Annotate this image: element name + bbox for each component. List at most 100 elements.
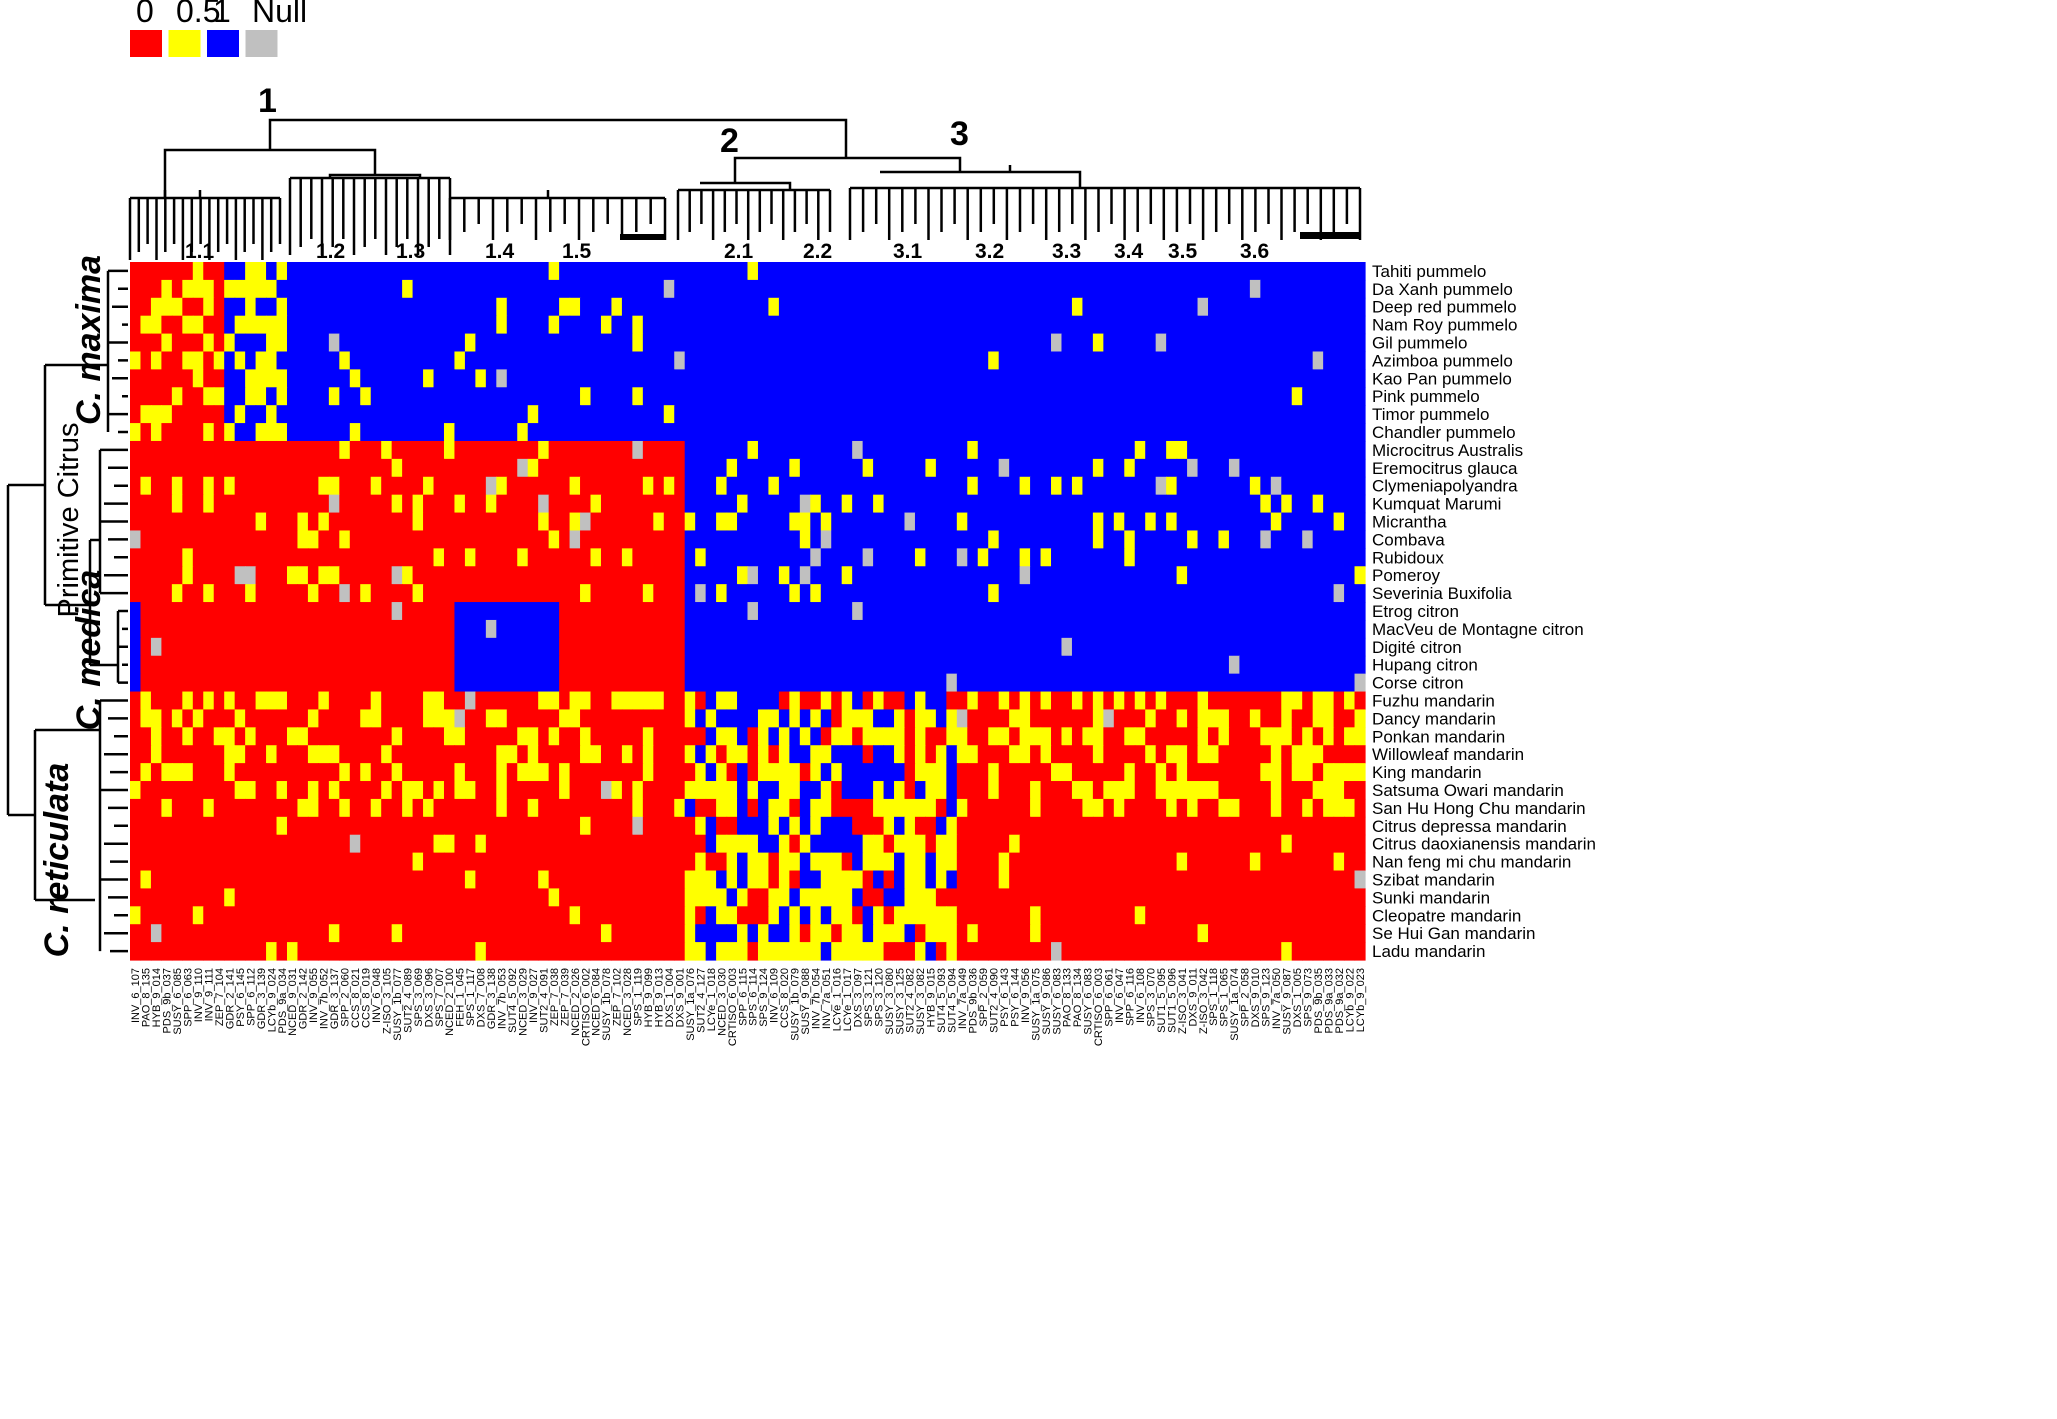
heatmap-cell [988, 942, 1000, 961]
heatmap-cell [946, 763, 958, 782]
heatmap-cell [642, 619, 654, 639]
heatmap-cell [339, 584, 351, 603]
heatmap-cell [914, 458, 927, 478]
heatmap-cell [1051, 351, 1063, 370]
heatmap-cell [506, 763, 518, 782]
heatmap-cell [674, 333, 686, 353]
heatmap-cell [464, 637, 476, 657]
heatmap-cell [632, 315, 644, 335]
heatmap-cell [1103, 781, 1115, 800]
heatmap-cell [213, 619, 225, 639]
heatmap-cell [548, 727, 560, 746]
heatmap-cell [255, 888, 267, 907]
heatmap-cell [904, 745, 916, 764]
heatmap-cell [988, 297, 1000, 317]
heatmap-cell [768, 655, 780, 675]
heatmap-cell [956, 727, 968, 746]
heatmap-cell [1134, 369, 1146, 388]
heatmap-cell [1187, 691, 1199, 711]
heatmap-cell [203, 673, 215, 693]
heatmap-cell [1291, 262, 1303, 281]
heatmap-cell [977, 763, 989, 782]
heatmap-cell [1333, 315, 1345, 335]
heatmap-cell [621, 333, 633, 353]
heatmap-cell [1187, 458, 1199, 478]
heatmap-cell [642, 423, 654, 442]
heatmap-cell [328, 834, 340, 854]
heatmap-cell [1124, 584, 1136, 603]
heatmap-cell [873, 494, 885, 514]
heatmap-cell [1302, 351, 1314, 370]
heatmap-cell [548, 333, 560, 353]
heatmap-cell [1051, 423, 1063, 442]
heatmap-cell [1019, 602, 1031, 621]
heatmap-cell [663, 440, 675, 460]
heatmap-cell [810, 494, 822, 514]
heatmap-cell [1134, 387, 1146, 406]
heatmap-cell [726, 530, 738, 549]
heatmap-cell [1176, 315, 1188, 335]
heatmap-cell [580, 351, 592, 370]
heatmap-cell [621, 834, 633, 854]
heatmap-cell [768, 548, 780, 567]
heatmap-cell [653, 906, 665, 925]
heatmap-cell [841, 262, 853, 281]
heatmap-cell [925, 942, 937, 961]
heatmap-cell [737, 387, 749, 406]
heatmap-cell [1228, 351, 1241, 370]
heatmap-cell [1134, 440, 1146, 460]
heatmap-cell [318, 745, 330, 764]
column-label: DXS_9_011 [1187, 968, 1199, 1027]
heatmap-cell [454, 333, 466, 353]
heatmap-cell [653, 602, 665, 621]
heatmap-cell [203, 494, 215, 514]
heatmap-cell [1208, 637, 1220, 657]
heatmap-cell [998, 279, 1010, 299]
heatmap-cell [213, 691, 225, 711]
heatmap-cell [1051, 906, 1063, 925]
heatmap-cell [475, 566, 487, 585]
heatmap-cell [1092, 602, 1104, 621]
heatmap-cell [1061, 584, 1073, 603]
heatmap-cell [266, 942, 278, 961]
heatmap-cell [423, 530, 435, 549]
heatmap-cell [506, 476, 518, 496]
heatmap-cell [485, 369, 497, 388]
heatmap-cell [433, 423, 445, 442]
heatmap-cell [1030, 709, 1042, 728]
heatmap-cell [1061, 494, 1073, 514]
heatmap-cell [956, 655, 968, 675]
heatmap-cell [621, 619, 633, 639]
column-label: CRTISO_6_002 [580, 968, 592, 1046]
heatmap-cell [245, 351, 257, 370]
heatmap-cell [894, 798, 906, 818]
heatmap-cell [213, 798, 225, 818]
heatmap-cell [642, 262, 654, 281]
heatmap-cell [297, 655, 309, 675]
heatmap-cell [935, 440, 947, 460]
heatmap-cell [956, 637, 968, 657]
heatmap-cell [841, 602, 853, 621]
heatmap-cell [1113, 297, 1125, 317]
heatmap-cell [799, 745, 811, 764]
heatmap-cell [1166, 548, 1178, 567]
heatmap-cell [1019, 494, 1031, 514]
heatmap-cell [862, 584, 874, 603]
heatmap-cell [412, 942, 424, 961]
heatmap-cell [757, 691, 770, 711]
heatmap-cell [475, 494, 487, 514]
heatmap-cell [182, 619, 194, 639]
heatmap-cell [967, 870, 979, 890]
heatmap-cell [433, 262, 445, 281]
heatmap-cell [464, 512, 476, 532]
heatmap-cell [140, 781, 152, 800]
heatmap-cell [1009, 906, 1021, 925]
heatmap-cell [213, 297, 225, 317]
heatmap-cell [234, 763, 246, 782]
heatmap-cell [443, 262, 456, 281]
heatmap-cell [485, 763, 497, 782]
heatmap-cell [318, 423, 330, 442]
heatmap-cell [894, 637, 906, 657]
subcluster-label: 3.6 [1240, 240, 1269, 263]
heatmap-cell [695, 584, 707, 603]
